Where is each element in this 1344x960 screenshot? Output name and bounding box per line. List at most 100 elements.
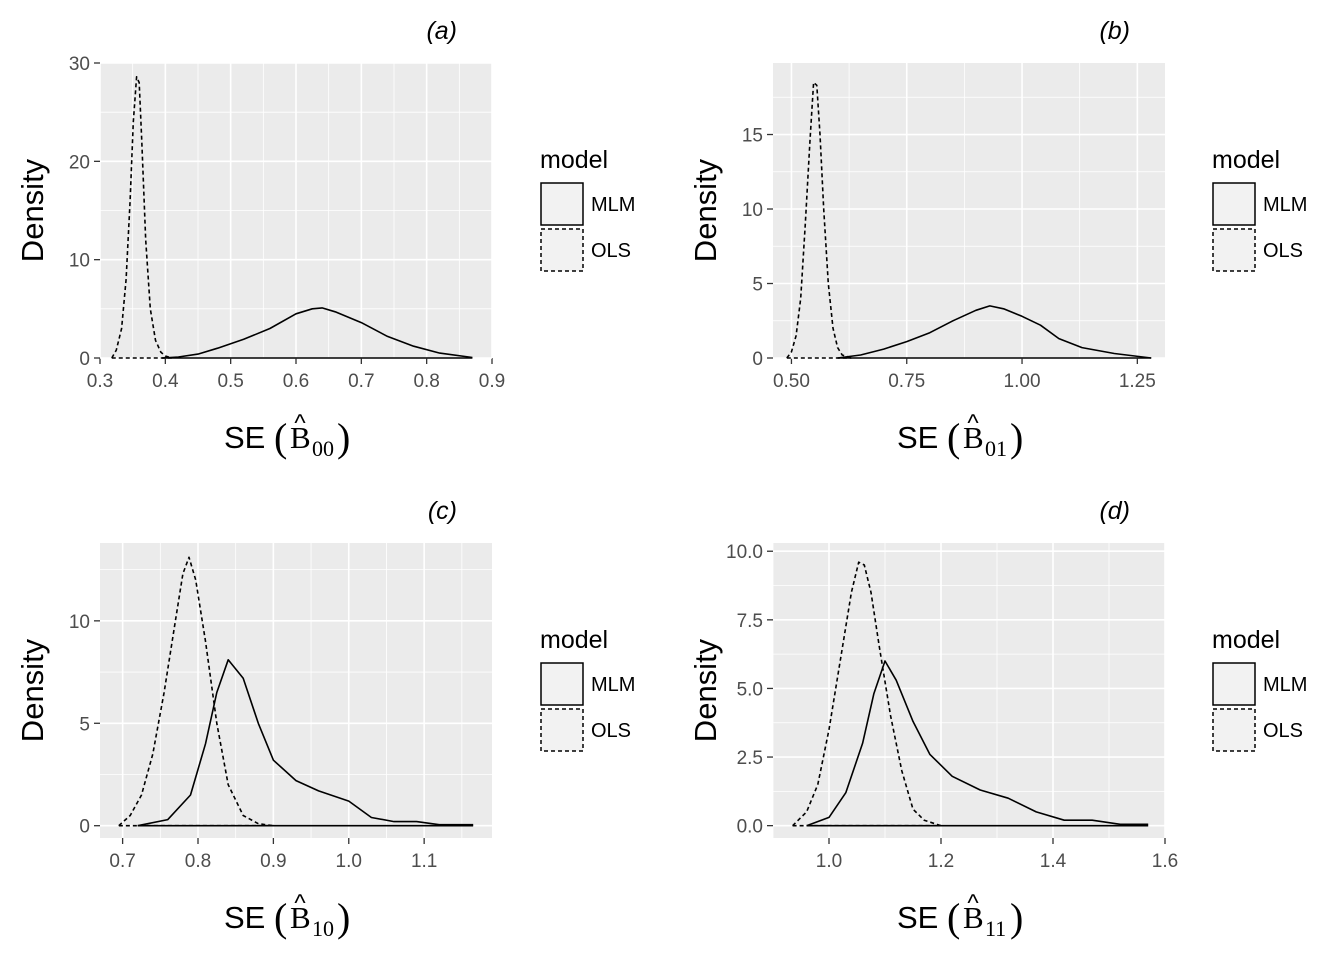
x-axis-label-subscript: 10 [312, 916, 334, 941]
legend-key-mlm [1212, 662, 1256, 706]
x-axis-label-symbol: B [290, 900, 311, 935]
series-line-ols [786, 81, 852, 359]
x-axis-label-prefix: SE [897, 900, 938, 935]
x-axis-label: SE (B^11) [897, 890, 1023, 941]
x-tick-label: 0.3 [87, 371, 113, 392]
x-tick-label: 0.6 [283, 371, 309, 392]
legend: model MLM OLS [540, 626, 635, 752]
x-tick-label: 0.7 [109, 851, 135, 872]
y-axis-label: Density [15, 638, 50, 742]
x-tick-label: 0.7 [348, 371, 374, 392]
panel-background [773, 63, 1165, 358]
x-tick-label: 0.50 [773, 371, 810, 392]
x-axis-label-open-paren: ( [947, 895, 960, 940]
x-tick-label: 0.9 [479, 371, 505, 392]
panel-c: 0.7 0.8 0.9 1.0 1.10510(c)DensitySE(B^10)mod… [15, 497, 635, 941]
x-tick-label: 1.1 [411, 851, 437, 872]
y-axis-label: Density [688, 158, 723, 262]
x-axis-label-open-paren: ( [274, 895, 287, 940]
series-line-mlm [806, 660, 1149, 827]
x-axis-label-open-paren: ( [947, 415, 960, 460]
y-tick-label: 30 [69, 54, 90, 75]
x-tick-label: 0.8 [413, 371, 439, 392]
y-tick-label: 10 [742, 200, 763, 221]
x-tick-label: 1.6 [1152, 851, 1178, 872]
y-tick-label: 0 [79, 817, 90, 838]
x-axis-label-close-paren: ) [337, 895, 350, 940]
panel-d: 1.0 1.2 1.4 1.6 0.0 2.5 5.0 7.5 10.0 (d) Density SE… [688, 497, 1307, 941]
x-axis-label-close-paren: ) [337, 415, 350, 460]
y-tick-label: 2.5 [737, 748, 763, 769]
legend-title: model [540, 626, 608, 654]
series-line-mlm [137, 658, 474, 827]
x-tick-label: 1.4 [1040, 851, 1067, 872]
series-line-ols [118, 556, 274, 827]
x-axis-label-subscript: 01 [985, 436, 1007, 461]
legend-label-mlm: MLM [591, 674, 635, 696]
x-axis-label-subscript: 11 [985, 916, 1006, 941]
legend-title: model [1212, 626, 1280, 654]
x-tick-label: 0.75 [888, 371, 925, 392]
legend-label-ols: OLS [1263, 240, 1303, 262]
legend-key-mlm [540, 182, 584, 226]
x-axis-label-prefix: SE [224, 900, 265, 935]
legend-label-mlm: MLM [1263, 674, 1307, 696]
x-tick-label: 1.0 [816, 851, 842, 872]
x-tick-label: 1.0 [336, 851, 362, 872]
y-tick-label: 0.0 [737, 817, 763, 838]
legend-label-mlm: MLM [1263, 194, 1307, 216]
y-tick-label: 10 [69, 251, 90, 272]
legend-label-ols: OLS [1263, 720, 1303, 742]
y-axis-label: Density [688, 638, 723, 742]
y-tick-label: 5.0 [737, 679, 763, 700]
legend-key-mlm [1212, 182, 1256, 226]
legend: model MLM OLS [540, 146, 635, 272]
panel-a: 0.3 0.4 0.5 0.6 0.7 0.8 0.9 0 10 20 30 (a) Density SE… [15, 17, 635, 461]
x-axis-label-hat: ^ [294, 410, 306, 437]
x-axis-label-subscript: 00 [312, 436, 334, 461]
panel-title: (c) [428, 497, 457, 525]
y-tick-label: 0 [79, 349, 90, 370]
x-axis-label-symbol: B [963, 420, 984, 455]
y-tick-label: 15 [742, 126, 763, 147]
x-axis-label-prefix: SE [897, 420, 938, 455]
legend-label-ols: OLS [591, 240, 631, 262]
x-tick-label: 1.2 [928, 851, 954, 872]
x-tick-label: 1.25 [1119, 371, 1156, 392]
y-axis-label: Density [15, 158, 50, 262]
x-tick-label: 0.5 [217, 371, 243, 392]
series-line-mlm [162, 307, 473, 359]
x-tick-label: 0.9 [260, 851, 286, 872]
legend-key-ols [540, 228, 584, 272]
legend-label-mlm: MLM [591, 194, 635, 216]
x-axis-label: SE (B^00) [224, 410, 350, 461]
legend-title: model [1212, 146, 1280, 174]
legend-label-ols: OLS [591, 720, 631, 742]
x-axis-label-symbol: B [290, 420, 311, 455]
legend-key-ols [540, 708, 584, 752]
x-tick-label: 0.4 [152, 371, 179, 392]
series-line-ols [792, 561, 942, 827]
panel-background [100, 543, 492, 838]
legend-key-ols [1212, 708, 1256, 752]
y-tick-label: 0 [752, 349, 763, 370]
panel-title: (d) [1099, 497, 1130, 525]
x-axis-label: SE (B^10) [224, 890, 350, 941]
x-axis-label-close-paren: ) [1010, 895, 1023, 940]
y-tick-label: 10.0 [726, 542, 763, 563]
x-axis-label: SE (B^01) [897, 410, 1023, 461]
x-axis-label-prefix: SE [224, 420, 265, 455]
x-axis-label-hat: ^ [967, 410, 979, 437]
legend-key-mlm [540, 662, 584, 706]
legend-key-ols [1212, 228, 1256, 272]
series-line-ols [111, 76, 173, 359]
y-tick-label: 5 [79, 714, 90, 735]
series-line-mlm [837, 305, 1152, 359]
x-axis-label-open-paren: ( [274, 415, 287, 460]
y-tick-label: 7.5 [737, 611, 763, 632]
panel-title: (a) [426, 17, 457, 45]
x-tick-label: 1.00 [1004, 371, 1041, 392]
panel-background [773, 543, 1165, 838]
x-axis-label-hat: ^ [967, 890, 979, 917]
